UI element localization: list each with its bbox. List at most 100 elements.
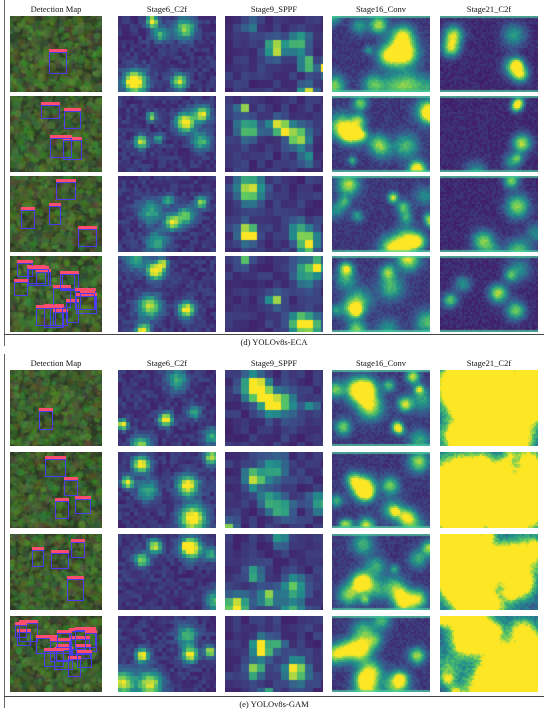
detection-box-label — [32, 547, 45, 551]
detection-box-label — [74, 495, 91, 499]
detection-box — [56, 182, 76, 201]
detection-box — [70, 542, 85, 559]
detection-box — [40, 105, 61, 120]
detection-box — [64, 479, 79, 497]
detection-map-image — [10, 96, 102, 172]
detection-box — [55, 500, 69, 520]
detection-box — [49, 205, 62, 225]
feature-heatmap — [225, 16, 323, 92]
header-stage16: Stage16_Conv — [355, 4, 407, 14]
header-stage16: Stage16_Conv — [355, 358, 407, 368]
detection-box — [14, 281, 29, 296]
detection-box-label — [63, 108, 81, 112]
detection-box — [14, 625, 27, 639]
header-detection-map: Detection Map — [30, 4, 82, 14]
feature-heatmap — [332, 534, 430, 610]
detection-box-label — [59, 270, 76, 274]
feature-heatmap — [118, 176, 216, 252]
caption-d: (d) YOLOv8s-ECA — [240, 337, 308, 347]
detection-box-label — [48, 49, 67, 53]
feature-heatmap — [332, 16, 430, 92]
detection-box-label — [36, 268, 51, 272]
detection-map-image — [10, 256, 102, 332]
detection-box-label — [14, 622, 27, 626]
feature-heatmap — [440, 176, 538, 252]
detection-box — [68, 659, 82, 678]
caption-rule — [4, 334, 544, 335]
detection-box — [35, 308, 57, 326]
detection-box-label — [21, 206, 36, 210]
detection-box — [59, 273, 76, 291]
detection-box-label — [45, 456, 66, 460]
detection-box-label — [49, 637, 71, 641]
feature-heatmap — [440, 16, 538, 92]
detection-box — [32, 550, 45, 568]
detection-box — [50, 552, 69, 569]
detection-box-label — [55, 497, 69, 501]
detection-box-label — [74, 288, 96, 292]
detection-box-label — [56, 179, 76, 183]
feature-heatmap — [332, 616, 430, 692]
feature-heatmap — [225, 452, 323, 528]
detection-box — [76, 653, 93, 668]
feature-heatmap — [118, 370, 216, 446]
header-stage6: Stage6_C2f — [146, 4, 188, 14]
feature-heatmap — [332, 256, 430, 332]
detection-box-label — [64, 476, 79, 480]
feature-heatmap — [225, 370, 323, 446]
detection-box — [53, 311, 69, 326]
feature-heatmap — [225, 616, 323, 692]
detection-box — [66, 302, 80, 324]
detection-box-label — [56, 630, 73, 634]
detection-box — [74, 498, 91, 515]
detection-box-label — [53, 284, 72, 288]
feature-heatmap — [440, 616, 538, 692]
detection-box-label — [16, 628, 31, 632]
detection-box-label — [78, 225, 97, 229]
detection-box-label — [70, 539, 85, 543]
header-stage21: Stage21_C2f — [466, 358, 512, 368]
detection-box — [48, 52, 67, 75]
detection-box-label — [39, 407, 54, 411]
header-stage21: Stage21_C2f — [466, 4, 512, 14]
feature-heatmap — [440, 96, 538, 172]
caption-rule — [4, 696, 544, 697]
detection-box — [76, 295, 97, 315]
detection-box — [28, 269, 49, 286]
feature-heatmap — [118, 452, 216, 528]
left-border — [4, 0, 5, 346]
detection-box — [63, 111, 81, 129]
detection-box — [50, 308, 63, 328]
detection-box — [78, 228, 97, 247]
detection-box-label — [68, 656, 82, 660]
detection-box-label — [76, 650, 93, 654]
detection-box-label — [74, 627, 96, 631]
figure-panel-d: Detection Map Stage6_C2f Stage9_SPPF Sta… — [4, 0, 544, 352]
header-stage9: Stage9_SPPF — [250, 4, 298, 14]
detection-box-label — [50, 305, 63, 309]
detection-box — [39, 410, 54, 431]
detection-box-label — [56, 644, 73, 648]
caption-e: (e) YOLOv8s-GAM — [239, 699, 309, 709]
feature-heatmap — [440, 370, 538, 446]
detection-box-label — [67, 576, 85, 580]
detection-box-label — [44, 648, 65, 652]
detection-box-label — [53, 308, 69, 312]
detection-box-label — [28, 266, 49, 270]
detection-box-label — [14, 278, 29, 282]
detection-box — [67, 579, 85, 602]
feature-heatmap — [118, 16, 216, 92]
detection-map-image — [10, 176, 102, 252]
feature-heatmap — [118, 256, 216, 332]
detection-box-label — [79, 290, 96, 294]
header-stage6: Stage6_C2f — [146, 358, 188, 368]
figure-panel-e: Detection Map Stage6_C2f Stage9_SPPF Sta… — [4, 354, 544, 714]
detection-box — [84, 633, 97, 652]
feature-heatmap — [332, 452, 430, 528]
left-border — [4, 354, 5, 708]
feature-heatmap — [225, 534, 323, 610]
feature-heatmap — [118, 616, 216, 692]
detection-map-image — [10, 616, 102, 692]
detection-box-label — [76, 643, 91, 647]
feature-heatmap — [332, 370, 430, 446]
